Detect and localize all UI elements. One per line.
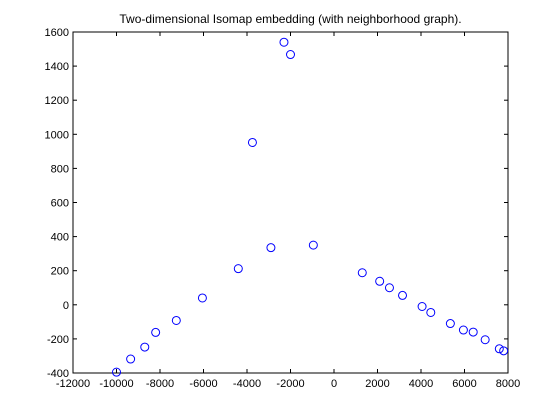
data-point: [494, 344, 504, 354]
x-tick-label: -2000: [276, 378, 304, 390]
x-tick-label: 0: [331, 378, 337, 390]
x-tick-label: -6000: [189, 378, 217, 390]
plot-area: [72, 31, 509, 374]
data-point: [468, 327, 478, 337]
y-tick-label: -400: [47, 368, 69, 380]
y-tick-label: 400: [51, 232, 69, 244]
data-point: [126, 354, 136, 364]
data-point: [171, 315, 181, 325]
y-tick-label: 800: [51, 163, 69, 175]
data-point: [279, 37, 289, 47]
x-axis: -12000 -10000 -8000 -6000 -4000 -2000 0 2000 400…: [56, 32, 520, 390]
x-tick-label: 6000: [452, 378, 476, 390]
y-tick-label: 1200: [45, 95, 69, 107]
y-tick-label: 600: [51, 198, 69, 210]
data-point: [247, 137, 257, 147]
y-tick-label: 1000: [45, 129, 69, 141]
y-axis: -400 -200 0 200 400 600 800 1000 1200 1400 1600: [45, 27, 508, 380]
x-tick-label: -12000: [56, 378, 90, 390]
x-tick-label: -10000: [99, 378, 133, 390]
y-tick-label: -200: [47, 334, 69, 346]
data-point: [480, 335, 490, 345]
data-point: [445, 319, 455, 329]
data-point: [197, 293, 207, 303]
data-point: [398, 290, 408, 300]
chart-title: Two-dimensional Isomap embedding (with n…: [119, 12, 462, 26]
data-points: [112, 37, 509, 377]
data-point: [384, 283, 394, 293]
x-tick-label: -4000: [233, 378, 261, 390]
data-point: [308, 240, 318, 250]
y-tick-label: 200: [51, 266, 69, 278]
data-point: [426, 307, 436, 317]
x-tick-label: 4000: [409, 378, 433, 390]
data-point: [286, 50, 295, 60]
data-point: [499, 346, 509, 356]
data-point: [458, 325, 468, 335]
data-point: [266, 243, 276, 253]
x-tick-label: 8000: [496, 378, 520, 390]
data-point: [112, 367, 121, 377]
y-tick-label: 0: [63, 300, 69, 312]
y-tick-label: 1600: [45, 27, 69, 39]
data-point: [151, 327, 161, 337]
data-point: [357, 268, 367, 278]
data-point: [233, 264, 243, 274]
y-tick-label: 1400: [45, 61, 69, 73]
x-tick-label: -8000: [146, 378, 174, 390]
data-point: [417, 302, 427, 312]
data-point: [140, 342, 150, 352]
x-tick-label: 2000: [365, 378, 389, 390]
data-point: [375, 276, 385, 286]
